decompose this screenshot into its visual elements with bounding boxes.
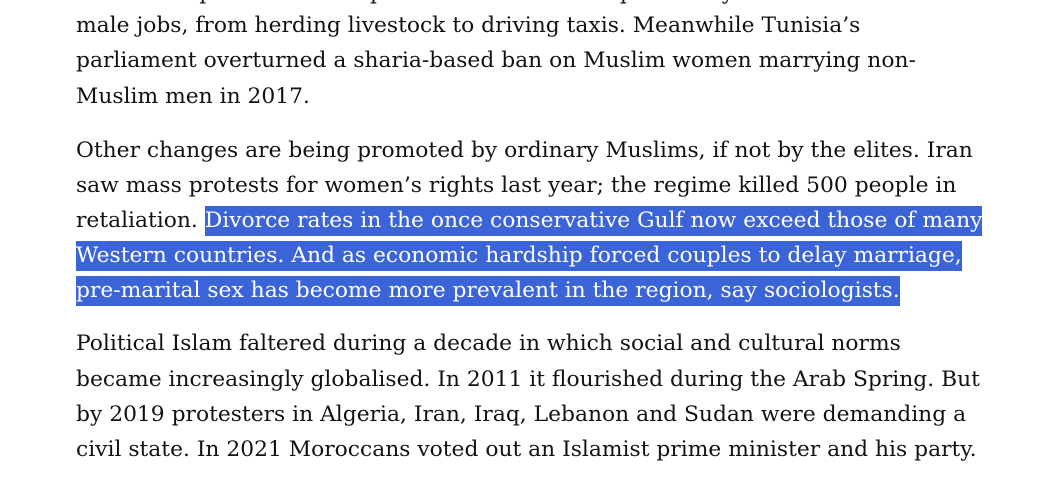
- text-line: male jobs, from herding livestock to dri…: [76, 13, 861, 38]
- text-line: parliament overturned a sharia-based ban…: [76, 48, 916, 73]
- selected-text[interactable]: Western countries. And as economic hards…: [76, 241, 962, 271]
- text-span: retaliation.: [76, 208, 205, 233]
- text-line: became increasingly globalised. In 2011 …: [76, 367, 980, 392]
- clipped-text-line: of the new prime minister promoted women…: [76, 0, 734, 10]
- text-line: civil state. In 2021 Moroccans voted out…: [76, 437, 977, 462]
- selected-text-line: pre-marital sex has become more prevalen…: [76, 273, 900, 308]
- text-line-mixed: retaliation. Divorce rates in the once c…: [76, 203, 983, 238]
- text-line: Muslim men in 2017.: [76, 84, 310, 109]
- text-line: saw mass protests for women’s rights las…: [76, 173, 957, 198]
- text-line: Other changes are being promoted by ordi…: [76, 138, 973, 163]
- selected-text-line: Western countries. And as economic hards…: [76, 238, 962, 273]
- text-line: Political Islam faltered during a decade…: [76, 331, 901, 356]
- selected-text[interactable]: Divorce rates in the once conservative G…: [204, 206, 983, 236]
- selected-text[interactable]: pre-marital sex has become more prevalen…: [76, 276, 900, 306]
- text-line: by 2019 protesters in Algeria, Iran, Ira…: [76, 402, 967, 427]
